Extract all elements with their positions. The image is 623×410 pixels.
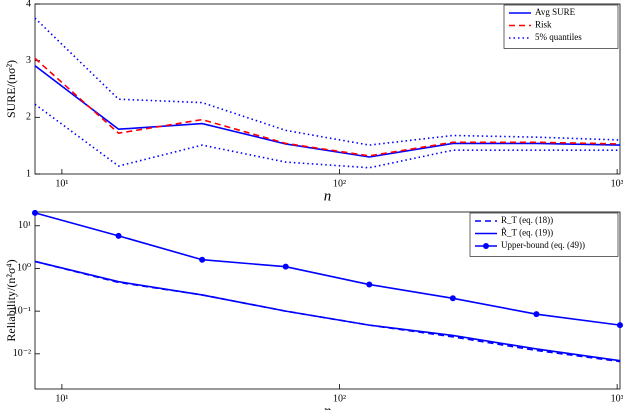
legend-label: R̂_T (eq. (19)) [501,227,553,238]
y-tick-label: 3 [26,55,31,66]
x-axis-label: n [324,188,332,204]
point-marker [32,209,38,216]
legend-label: Avg SURE [535,7,576,17]
legend-label: Risk [535,20,552,30]
point-marker [449,295,456,302]
y-axis-label: Reliability/(n²σ⁴) [4,259,18,341]
series-line [34,212,621,326]
point-marker [199,256,206,263]
legend-box [469,212,619,257]
legend-label: R_T (eq. (18)) [501,215,553,225]
x-tick-label: 10² [333,393,346,404]
legend-marker [483,243,489,249]
series-line [34,260,621,362]
x-tick-label: 10¹ [55,393,68,404]
series-line [34,57,621,157]
y-tick-label: 1 [26,168,31,179]
y-tick-label: 10⁰ [17,263,31,274]
y-tick-label: 2 [26,112,31,123]
y-tick-label: 10¹ [18,220,31,231]
point-marker [366,281,373,288]
x-tick-label: 10¹ [55,178,68,189]
y-tick-label: 10⁻¹ [13,305,31,316]
series-line [34,65,621,158]
y-tick-label: 10⁻² [13,348,31,359]
point-marker [282,263,289,270]
x-tick-label: 10³ [611,178,623,189]
y-axis-label: SURE/(nσ²) [4,60,18,118]
legend-label: 5% quantiles [535,32,582,42]
x-axis-label: n [324,403,332,410]
series-line [34,103,620,169]
x-tick-label: 10³ [611,393,623,404]
point-marker [533,311,540,318]
series-line [34,17,621,146]
point-marker [617,322,623,329]
point-marker [115,232,122,239]
legend-label: Upper-bound (eq. (49)) [501,240,585,250]
y-tick-label: 4 [26,0,31,9]
legend-box [503,4,619,49]
x-tick-label: 10² [333,178,346,189]
